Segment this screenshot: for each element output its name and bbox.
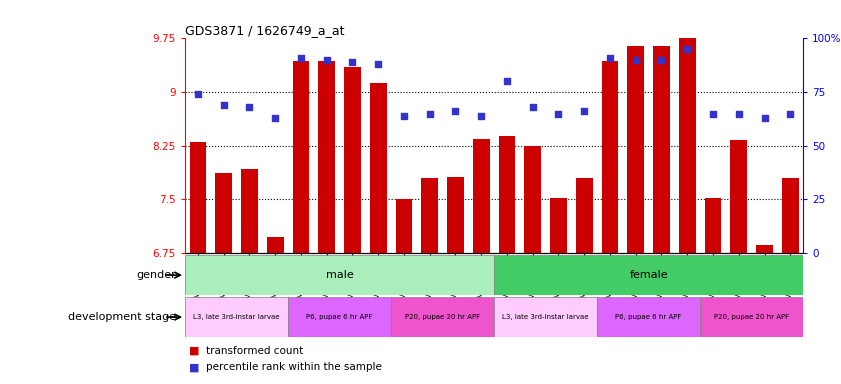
Text: L3, late 3rd-instar larvae: L3, late 3rd-instar larvae — [502, 314, 589, 320]
Bar — [700, 297, 803, 337]
Point — [552, 111, 565, 117]
Point — [603, 55, 616, 61]
Text: ■: ■ — [189, 362, 199, 372]
Text: P20, pupae 20 hr APF: P20, pupae 20 hr APF — [714, 314, 789, 320]
Point — [784, 111, 797, 117]
Bar — [447, 177, 464, 253]
Point — [526, 104, 539, 110]
Bar — [499, 136, 516, 253]
Text: development stage: development stage — [68, 312, 177, 322]
Bar — [653, 46, 670, 253]
Bar — [601, 61, 618, 253]
Point — [680, 46, 694, 52]
Point — [629, 57, 643, 63]
Bar — [473, 139, 489, 253]
Point — [268, 115, 282, 121]
Bar — [782, 178, 799, 253]
Text: transformed count: transformed count — [206, 346, 304, 356]
Point — [706, 111, 720, 117]
Bar — [494, 297, 597, 337]
Text: P6, pupae 6 hr APF: P6, pupae 6 hr APF — [306, 314, 373, 320]
Text: L3, late 3rd-instar larvae: L3, late 3rd-instar larvae — [193, 314, 280, 320]
Point — [732, 111, 745, 117]
Bar — [241, 169, 258, 253]
Point — [758, 115, 771, 121]
Bar — [395, 199, 412, 253]
Bar — [494, 255, 803, 295]
Bar — [730, 140, 747, 253]
Point — [423, 111, 436, 117]
Text: male: male — [325, 270, 353, 280]
Text: GDS3871 / 1626749_a_at: GDS3871 / 1626749_a_at — [185, 24, 345, 37]
Bar — [215, 173, 232, 253]
Bar — [185, 297, 288, 337]
Bar — [189, 142, 206, 253]
Bar — [576, 178, 593, 253]
Bar — [185, 255, 494, 295]
Point — [397, 113, 410, 119]
Point — [474, 113, 488, 119]
Point — [346, 59, 359, 65]
Bar — [627, 46, 644, 253]
Point — [243, 104, 257, 110]
Bar — [550, 198, 567, 253]
Point — [294, 55, 308, 61]
Bar — [267, 237, 283, 253]
Text: percentile rank within the sample: percentile rank within the sample — [206, 362, 382, 372]
Point — [655, 57, 669, 63]
Point — [449, 108, 463, 114]
Bar — [756, 245, 773, 253]
Text: female: female — [629, 270, 668, 280]
Point — [372, 61, 385, 67]
Bar — [344, 67, 361, 253]
Bar — [597, 297, 700, 337]
Bar — [705, 198, 722, 253]
Bar — [370, 83, 387, 253]
Bar — [679, 38, 696, 253]
Bar — [318, 61, 335, 253]
Point — [320, 57, 333, 63]
Bar — [288, 297, 391, 337]
Point — [217, 102, 230, 108]
Bar — [524, 146, 541, 253]
Text: P6, pupae 6 hr APF: P6, pupae 6 hr APF — [616, 314, 682, 320]
Bar — [421, 178, 438, 253]
Text: P20, pupae 20 hr APF: P20, pupae 20 hr APF — [405, 314, 480, 320]
Bar — [293, 61, 309, 253]
Point — [578, 108, 591, 114]
Text: ■: ■ — [189, 346, 199, 356]
Point — [191, 91, 204, 97]
Text: gender: gender — [137, 270, 177, 280]
Bar — [391, 297, 494, 337]
Point — [500, 78, 514, 84]
